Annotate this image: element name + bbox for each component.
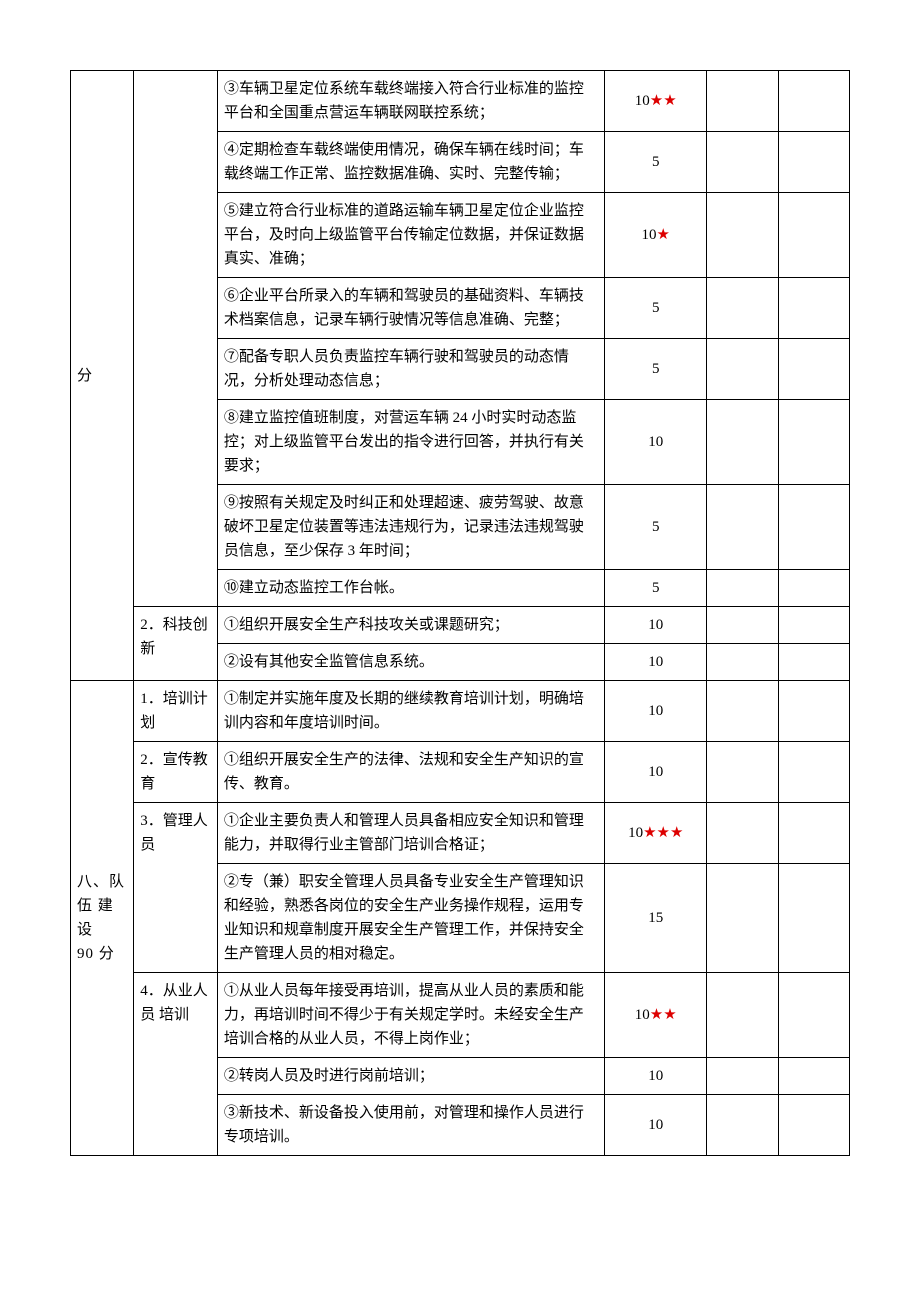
star-icon: ★★★ [643, 825, 683, 841]
empty-cell [778, 339, 849, 400]
subcategory-cell: 2．科技创新 [134, 607, 218, 681]
category-cell: 八、队 伍 建 设 90 分 [71, 681, 134, 1156]
score-cell: 10★★ [605, 973, 707, 1058]
desc-cell: ⑧建立监控值班制度，对营运车辆 24 小时实时动态监控；对上级监管平台发出的指令… [217, 400, 604, 485]
score-cell: 10 [605, 400, 707, 485]
subcategory-cell [134, 71, 218, 607]
empty-cell [778, 132, 849, 193]
empty-cell [778, 803, 849, 864]
score-cell: 10 [605, 681, 707, 742]
desc-cell: ⑩建立动态监控工作台帐。 [217, 570, 604, 607]
empty-cell [778, 607, 849, 644]
score-cell: 15 [605, 864, 707, 973]
empty-cell [707, 1095, 778, 1156]
empty-cell [778, 1095, 849, 1156]
score-cell: 5 [605, 485, 707, 570]
table-row: 2．科技创新 ①组织开展安全生产科技攻关或课题研究； 10 [71, 607, 850, 644]
subcategory-cell: 1．培训计划 [134, 681, 218, 742]
table-row: 3．管理人员 ①企业主要负责人和管理人员具备相应安全知识和管理能力，并取得行业主… [71, 803, 850, 864]
desc-cell: ①制定并实施年度及长期的继续教育培训计划，明确培训内容和年度培训时间。 [217, 681, 604, 742]
category-line: 90 分 [77, 942, 127, 966]
desc-cell: ④定期检查车载终端使用情况，确保车辆在线时间；车载终端工作正常、监控数据准确、实… [217, 132, 604, 193]
desc-cell: ②专（兼）职安全管理人员具备专业安全生产管理知识和经验，熟悉各岗位的安全生产业务… [217, 864, 604, 973]
score-cell: 10★★★ [605, 803, 707, 864]
assessment-table: 分 ③车辆卫星定位系统车载终端接入符合行业标准的监控平台和全国重点营运车辆联网联… [70, 70, 850, 1156]
score-cell: 5 [605, 278, 707, 339]
empty-cell [778, 570, 849, 607]
desc-cell: ③新技术、新设备投入使用前，对管理和操作人员进行专项培训。 [217, 1095, 604, 1156]
star-icon: ★★ [650, 93, 677, 109]
score-cell: 10 [605, 644, 707, 681]
category-line: 八、队 [77, 870, 127, 894]
score-cell: 10 [605, 1095, 707, 1156]
empty-cell [707, 339, 778, 400]
empty-cell [707, 485, 778, 570]
empty-cell [707, 803, 778, 864]
score-cell: 10 [605, 1058, 707, 1095]
score-cell: 10★★ [605, 71, 707, 132]
empty-cell [778, 864, 849, 973]
empty-cell [778, 1058, 849, 1095]
empty-cell [778, 644, 849, 681]
table-row: 分 ③车辆卫星定位系统车载终端接入符合行业标准的监控平台和全国重点营运车辆联网联… [71, 71, 850, 132]
desc-cell: ⑤建立符合行业标准的道路运输车辆卫星定位企业监控平台，及时向上级监管平台传输定位… [217, 193, 604, 278]
score-cell: 10★ [605, 193, 707, 278]
empty-cell [707, 644, 778, 681]
desc-cell: ①从业人员每年接受再培训，提高从业人员的素质和能力，再培训时间不得少于有关规定学… [217, 973, 604, 1058]
category-cell: 分 [71, 71, 134, 681]
empty-cell [707, 71, 778, 132]
empty-cell [778, 71, 849, 132]
desc-cell: ⑥企业平台所录入的车辆和驾驶员的基础资料、车辆技术档案信息，记录车辆行驶情况等信… [217, 278, 604, 339]
category-line: 伍 建 [77, 894, 127, 918]
desc-cell: ①组织开展安全生产的法律、法规和安全生产知识的宣传、教育。 [217, 742, 604, 803]
empty-cell [707, 193, 778, 278]
subcategory-cell: 4．从业人 员 培训 [134, 973, 218, 1156]
desc-cell: ①组织开展安全生产科技攻关或课题研究； [217, 607, 604, 644]
empty-cell [707, 864, 778, 973]
score-cell: 5 [605, 570, 707, 607]
desc-cell: ②设有其他安全监管信息系统。 [217, 644, 604, 681]
empty-cell [778, 973, 849, 1058]
empty-cell [778, 742, 849, 803]
category-line: 设 [77, 918, 127, 942]
desc-cell: ②转岗人员及时进行岗前培训； [217, 1058, 604, 1095]
score-cell: 10 [605, 607, 707, 644]
empty-cell [707, 681, 778, 742]
subcategory-cell: 2．宣传教育 [134, 742, 218, 803]
empty-cell [707, 570, 778, 607]
category-label: 分 [77, 368, 92, 384]
empty-cell [778, 400, 849, 485]
empty-cell [707, 1058, 778, 1095]
empty-cell [778, 193, 849, 278]
desc-cell: ③车辆卫星定位系统车载终端接入符合行业标准的监控平台和全国重点营运车辆联网联控系… [217, 71, 604, 132]
empty-cell [778, 278, 849, 339]
empty-cell [707, 607, 778, 644]
subcategory-cell: 3．管理人员 [134, 803, 218, 973]
table-row: 八、队 伍 建 设 90 分 1．培训计划 ①制定并实施年度及长期的继续教育培训… [71, 681, 850, 742]
table-row: 2．宣传教育 ①组织开展安全生产的法律、法规和安全生产知识的宣传、教育。 10 [71, 742, 850, 803]
desc-cell: ⑨按照有关规定及时纠正和处理超速、疲劳驾驶、故意破坏卫星定位装置等违法违规行为，… [217, 485, 604, 570]
table-row: 4．从业人 员 培训 ①从业人员每年接受再培训，提高从业人员的素质和能力，再培训… [71, 973, 850, 1058]
empty-cell [778, 485, 849, 570]
score-cell: 10 [605, 742, 707, 803]
star-icon: ★ [657, 227, 670, 243]
empty-cell [707, 742, 778, 803]
empty-cell [707, 400, 778, 485]
desc-cell: ①企业主要负责人和管理人员具备相应安全知识和管理能力，并取得行业主管部门培训合格… [217, 803, 604, 864]
empty-cell [707, 973, 778, 1058]
empty-cell [707, 132, 778, 193]
score-cell: 5 [605, 339, 707, 400]
star-icon: ★★ [650, 1007, 677, 1023]
score-cell: 5 [605, 132, 707, 193]
empty-cell [707, 278, 778, 339]
empty-cell [778, 681, 849, 742]
desc-cell: ⑦配备专职人员负责监控车辆行驶和驾驶员的动态情况，分析处理动态信息； [217, 339, 604, 400]
